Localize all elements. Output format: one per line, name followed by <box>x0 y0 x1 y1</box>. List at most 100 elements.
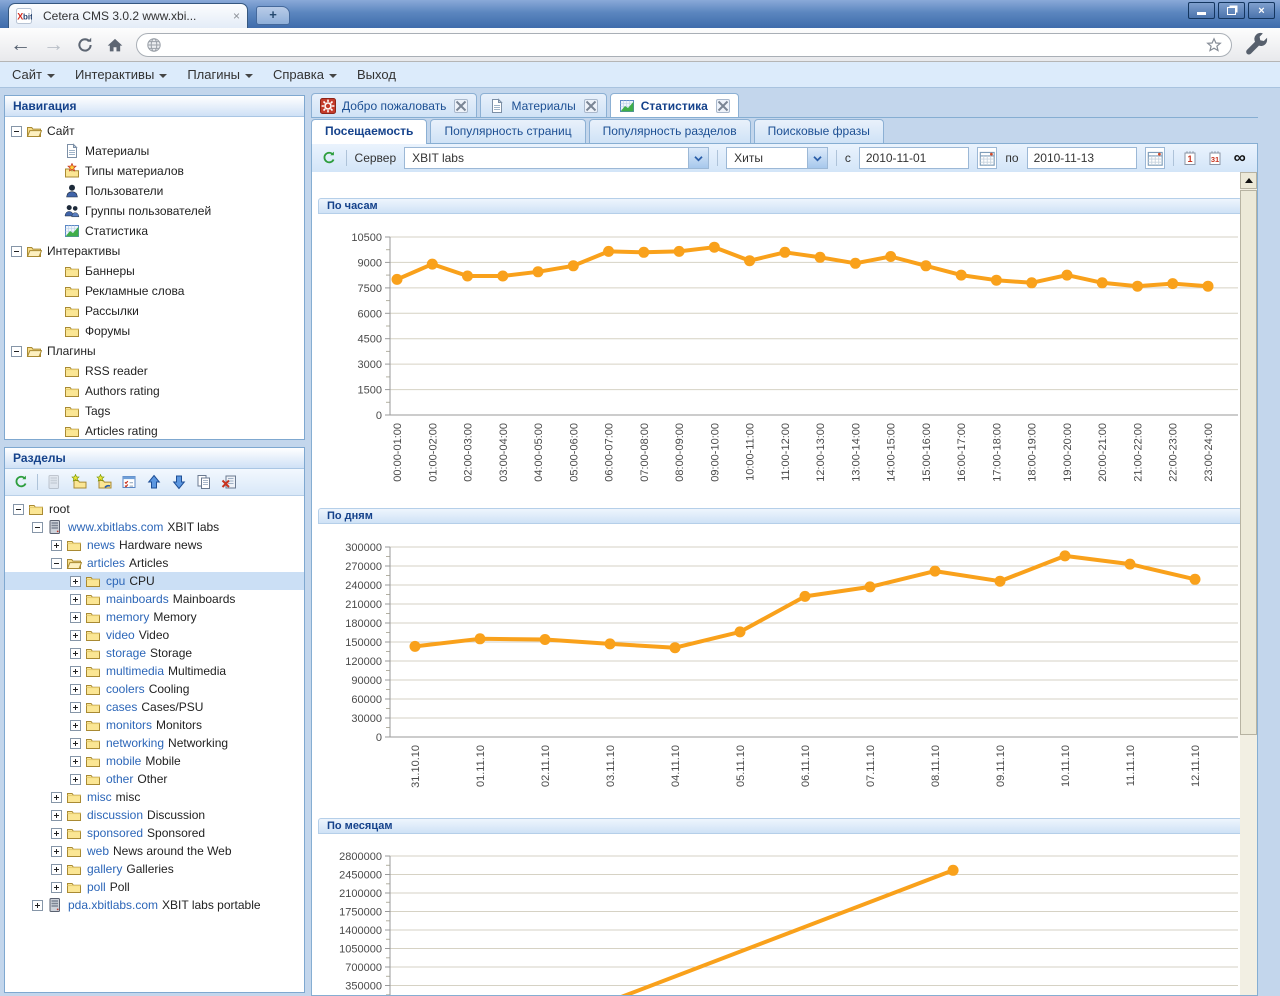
server-disabled-icon[interactable] <box>45 473 63 491</box>
expand-plus-icon[interactable] <box>70 576 81 587</box>
section-tree-item[interactable]: www.xbitlabs.comXBIT labs <box>5 518 304 536</box>
tab-close-icon[interactable] <box>716 99 730 113</box>
section-tree-item[interactable]: pda.xbitlabs.comXBIT labs portable <box>5 896 304 914</box>
collapse-minus-icon[interactable] <box>32 522 43 533</box>
nav-tree-item[interactable]: Плагины <box>5 341 304 361</box>
subtab-4[interactable]: Поисковые фразы <box>754 119 884 143</box>
vertical-scrollbar[interactable] <box>1240 172 1257 995</box>
nav-tree-item[interactable]: Форумы <box>5 321 304 341</box>
section-tree-item[interactable]: mainboardsMainboards <box>5 590 304 608</box>
expand-plus-icon[interactable] <box>70 684 81 695</box>
new-tab-button[interactable]: + <box>256 6 290 25</box>
refresh-icon[interactable] <box>12 473 30 491</box>
forward-button[interactable]: → <box>43 35 64 55</box>
scrollbar-thumb[interactable] <box>1240 190 1257 735</box>
nav-tree-item[interactable]: Tags <box>5 401 304 421</box>
expand-plus-icon[interactable] <box>70 648 81 659</box>
section-tree-item[interactable]: webNews around the Web <box>5 842 304 860</box>
expand-plus-icon[interactable] <box>70 756 81 767</box>
expand-plus-icon[interactable] <box>70 774 81 785</box>
add-section-icon[interactable] <box>70 473 88 491</box>
expand-plus-icon[interactable] <box>70 594 81 605</box>
nav-tree-item[interactable]: Материалы <box>5 141 304 161</box>
date-to-input[interactable]: 2010-11-13 <box>1027 147 1137 169</box>
subtab-1[interactable]: Посещаемость <box>311 119 427 144</box>
month-view-button[interactable]: 31 <box>1207 149 1224 167</box>
calendar-picker-icon[interactable] <box>977 147 997 169</box>
copy-icon[interactable] <box>195 473 213 491</box>
back-button[interactable]: ← <box>10 35 31 55</box>
section-tree-item[interactable]: videoVideo <box>5 626 304 644</box>
expand-plus-icon[interactable] <box>70 720 81 731</box>
expand-plus-icon[interactable] <box>51 882 62 893</box>
refresh-button[interactable] <box>321 149 338 167</box>
browser-tab[interactable]: Xbit Cetera CMS 3.0.2 www.xbi... × <box>8 3 248 28</box>
section-tree-item[interactable]: coolersCooling <box>5 680 304 698</box>
expand-plus-icon[interactable] <box>70 702 81 713</box>
tab-close-icon[interactable] <box>584 99 598 113</box>
section-tree-item[interactable]: root <box>5 500 304 518</box>
expand-plus-icon[interactable] <box>51 792 62 803</box>
nav-tree-item[interactable]: Articles rating <box>5 421 304 441</box>
bookmark-star-icon[interactable] <box>1206 37 1222 53</box>
delete-icon[interactable] <box>220 473 238 491</box>
menu-item-3[interactable]: Плагины <box>187 67 253 82</box>
section-tree-item[interactable]: cpuCPU <box>5 572 304 590</box>
nav-tree-item[interactable]: Статистика <box>5 221 304 241</box>
section-tree-item[interactable]: pollPoll <box>5 878 304 896</box>
menu-item-4[interactable]: Справка <box>273 67 337 82</box>
nav-tree-item[interactable]: Рассылки <box>5 301 304 321</box>
expand-plus-icon[interactable] <box>51 540 62 551</box>
nav-tree-item[interactable]: Рекламные слова <box>5 281 304 301</box>
date-from-input[interactable]: 2010-11-01 <box>859 147 969 169</box>
metric-select[interactable]: Хиты <box>726 147 828 169</box>
section-tree-item[interactable]: monitorsMonitors <box>5 716 304 734</box>
section-tree-item[interactable]: galleryGalleries <box>5 860 304 878</box>
scroll-up-button[interactable] <box>1240 172 1257 189</box>
expand-plus-icon[interactable] <box>70 666 81 677</box>
expand-plus-icon[interactable] <box>51 828 62 839</box>
tab-close-icon[interactable] <box>454 99 468 113</box>
home-button[interactable] <box>106 36 124 54</box>
nav-tree-item[interactable]: Пользователи <box>5 181 304 201</box>
nav-tree-item[interactable]: Типы материалов <box>5 161 304 181</box>
section-tree-item[interactable]: multimediaMultimedia <box>5 662 304 680</box>
collapse-minus-icon[interactable] <box>11 246 22 257</box>
collapse-minus-icon[interactable] <box>11 126 22 137</box>
all-time-infinity-button[interactable]: ∞ <box>1231 149 1248 167</box>
section-tree-item[interactable]: otherOther <box>5 770 304 788</box>
nav-tree-item[interactable]: Authors rating <box>5 381 304 401</box>
address-bar[interactable] <box>136 33 1232 57</box>
tab-добро-пожаловать[interactable]: Добро пожаловать <box>311 93 477 117</box>
section-tree-item[interactable]: miscmisc <box>5 788 304 806</box>
menu-item-1[interactable]: Сайт <box>12 67 55 82</box>
collapse-minus-icon[interactable] <box>11 346 22 357</box>
tab-статистика[interactable]: Статистика <box>610 93 739 117</box>
expand-plus-icon[interactable] <box>51 846 62 857</box>
server-select[interactable]: XBIT labs <box>404 147 709 169</box>
menu-item-2[interactable]: Интерактивы <box>75 67 167 82</box>
restore-button[interactable] <box>1218 2 1245 19</box>
section-tree-item[interactable]: casesCases/PSU <box>5 698 304 716</box>
section-tree-item[interactable]: articlesArticles <box>5 554 304 572</box>
section-tree-item[interactable]: newsHardware news <box>5 536 304 554</box>
section-tree-item[interactable]: discussionDiscussion <box>5 806 304 824</box>
collapse-minus-icon[interactable] <box>13 504 24 515</box>
move-up-icon[interactable] <box>145 473 163 491</box>
nav-tree-item[interactable]: Сайт <box>5 121 304 141</box>
expand-plus-icon[interactable] <box>51 864 62 875</box>
section-tree-item[interactable]: memoryMemory <box>5 608 304 626</box>
expand-plus-icon[interactable] <box>70 738 81 749</box>
add-section-link-icon[interactable] <box>95 473 113 491</box>
section-tree-item[interactable]: mobileMobile <box>5 752 304 770</box>
nav-tree-item[interactable]: Баннеры <box>5 261 304 281</box>
tab-материалы[interactable]: Материалы <box>480 93 606 117</box>
reload-button[interactable] <box>76 36 94 54</box>
move-down-icon[interactable] <box>170 473 188 491</box>
minimize-button[interactable] <box>1188 2 1215 19</box>
nav-tree-item[interactable]: Интерактивы <box>5 241 304 261</box>
nav-tree-item[interactable]: Группы пользователей <box>5 201 304 221</box>
subtab-2[interactable]: Популярность страниц <box>430 119 585 143</box>
menu-item-5[interactable]: Выход <box>357 67 396 82</box>
chevron-down-icon[interactable] <box>807 148 827 168</box>
